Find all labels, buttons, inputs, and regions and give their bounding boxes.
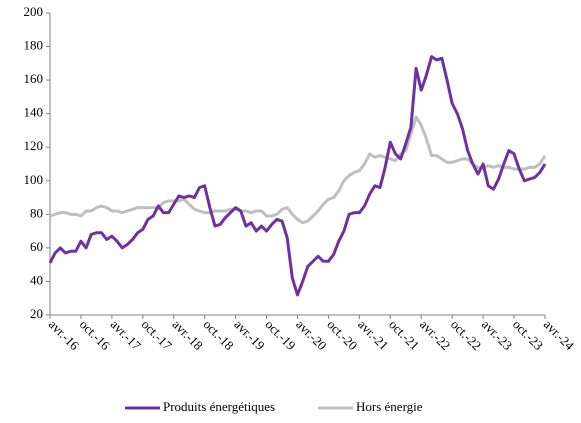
x-tick-label: avr.-18 (170, 317, 206, 353)
series-line (48, 55, 547, 297)
x-tick-label: avr.-17 (108, 317, 145, 354)
y-tick-label: 160 (24, 71, 44, 86)
y-tick-label: 200 (24, 4, 44, 19)
y-tick-label: 100 (24, 172, 44, 187)
y-tick-label: 120 (24, 138, 44, 153)
x-tick-label: oct.-19 (262, 317, 298, 353)
x-tick-label: oct.-16 (77, 317, 114, 354)
x-tick-label: avr.-21 (355, 317, 391, 353)
y-tick-label: 180 (24, 38, 44, 53)
x-tick-label: avr.-22 (417, 317, 453, 353)
x-tick-label: oct.-18 (200, 317, 236, 353)
y-tick-label: 80 (30, 205, 43, 220)
legend-label: Produits énergétiques (163, 399, 275, 414)
y-tick-label: 60 (30, 239, 43, 254)
y-tick-label: 140 (24, 105, 44, 120)
y-tick-label: 40 (30, 272, 43, 287)
legend-label: Hors énergie (356, 399, 423, 414)
series-line (49, 115, 547, 225)
x-tick-label: avr.-16 (46, 317, 83, 354)
x-tick-label: oct.-20 (324, 317, 360, 353)
x-tick-label: oct.-21 (386, 317, 422, 353)
x-tick-label: avr.-24 (541, 317, 578, 354)
x-tick-label: oct.-23 (510, 317, 546, 353)
x-tick-label: oct.-17 (139, 317, 176, 354)
x-tick-label: avr.-20 (293, 317, 329, 353)
x-tick-label: avr.-19 (231, 317, 267, 353)
x-tick-label: oct.-22 (448, 317, 484, 353)
x-tick-label: avr.-23 (479, 317, 515, 353)
y-tick-label: 20 (30, 306, 43, 321)
